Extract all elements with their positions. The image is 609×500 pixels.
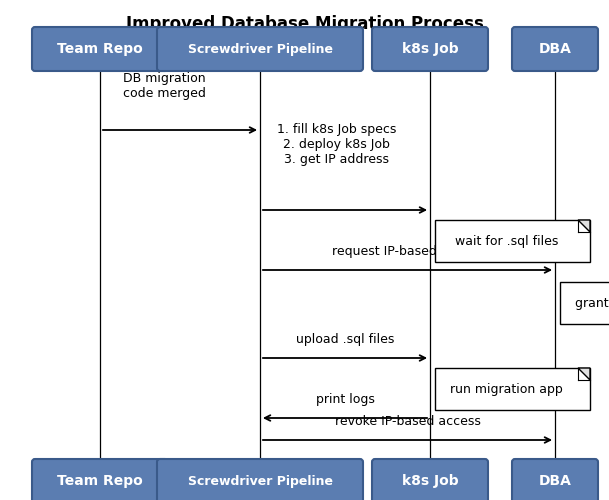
Text: DBA: DBA bbox=[538, 474, 571, 488]
FancyBboxPatch shape bbox=[157, 27, 363, 71]
FancyBboxPatch shape bbox=[512, 27, 598, 71]
Text: upload .sql files: upload .sql files bbox=[296, 333, 394, 346]
Text: Screwdriver Pipeline: Screwdriver Pipeline bbox=[188, 474, 333, 488]
FancyBboxPatch shape bbox=[32, 27, 168, 71]
Text: revoke IP-based access: revoke IP-based access bbox=[334, 415, 481, 428]
Polygon shape bbox=[578, 220, 590, 232]
FancyBboxPatch shape bbox=[560, 282, 609, 324]
Polygon shape bbox=[578, 368, 590, 380]
Text: run migration app: run migration app bbox=[450, 382, 563, 396]
Text: DB migration
code merged: DB migration code merged bbox=[122, 72, 205, 100]
FancyBboxPatch shape bbox=[435, 220, 590, 262]
FancyBboxPatch shape bbox=[372, 459, 488, 500]
Text: request IP-based access: request IP-based access bbox=[332, 245, 483, 258]
FancyBboxPatch shape bbox=[512, 459, 598, 500]
FancyBboxPatch shape bbox=[372, 27, 488, 71]
Text: 1. fill k8s Job specs
2. deploy k8s Job
3. get IP address: 1. fill k8s Job specs 2. deploy k8s Job … bbox=[277, 123, 396, 166]
Text: wait for .sql files: wait for .sql files bbox=[455, 234, 558, 248]
FancyBboxPatch shape bbox=[32, 459, 168, 500]
FancyBboxPatch shape bbox=[157, 459, 363, 500]
Text: Team Repo: Team Repo bbox=[57, 474, 143, 488]
FancyBboxPatch shape bbox=[435, 368, 590, 410]
Text: print logs: print logs bbox=[315, 393, 375, 406]
Text: DBA: DBA bbox=[538, 42, 571, 56]
Text: Screwdriver Pipeline: Screwdriver Pipeline bbox=[188, 42, 333, 56]
Text: Improved Database Migration Process: Improved Database Migration Process bbox=[125, 15, 484, 33]
Text: k8s Job: k8s Job bbox=[402, 42, 459, 56]
Text: grant DB access: grant DB access bbox=[576, 296, 609, 310]
Text: k8s Job: k8s Job bbox=[402, 474, 459, 488]
Text: Team Repo: Team Repo bbox=[57, 42, 143, 56]
